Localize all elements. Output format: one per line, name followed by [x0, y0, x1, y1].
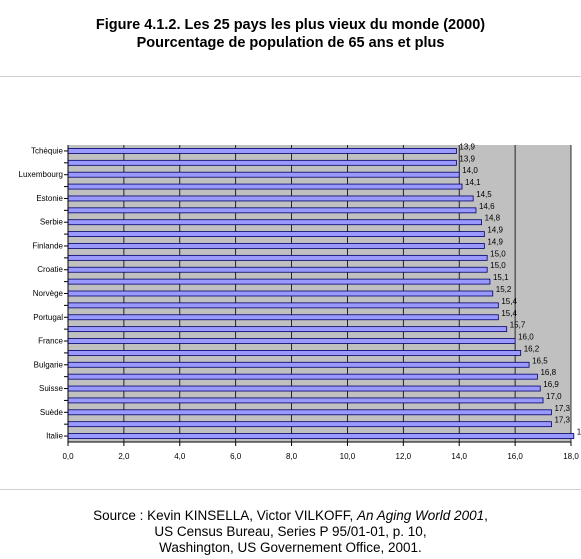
bar [67, 159, 457, 166]
title-line-1: Figure 4.1.2. Les 25 pays les plus vieux… [95, 17, 486, 33]
bar [67, 373, 538, 380]
bar [67, 397, 544, 404]
bar [67, 231, 485, 237]
data-label: 16,9 [543, 380, 559, 389]
bar [67, 195, 474, 202]
y-tick-label: Tchèquie [31, 146, 64, 155]
divider-top [0, 76, 581, 77]
source-comma: , [484, 508, 488, 523]
data-label: 13,9 [459, 142, 475, 151]
data-label: 15,2 [496, 285, 512, 294]
source-line-3: Washington, US Governement Office, 2001. [159, 540, 422, 555]
x-tick-label: 10,0 [340, 452, 356, 461]
bar [67, 338, 516, 344]
bar [67, 314, 499, 321]
x-tick-label: 14,0 [451, 452, 467, 461]
data-label: 14,1 [465, 178, 481, 187]
data-label: 14,5 [476, 190, 492, 199]
data-label: 14,9 [487, 237, 503, 246]
data-label: 14,0 [462, 166, 478, 175]
source-line-2: US Census Bureau, Series P 95/01-01, p. … [154, 524, 427, 539]
y-tick-label: Portugal [33, 313, 63, 322]
y-tick-label: Finlande [32, 241, 63, 250]
data-label: 15,4 [501, 309, 517, 318]
x-tick-label: 8,0 [286, 452, 298, 461]
figure-title: Figure 4.1.2. Les 25 pays les plus vieux… [0, 16, 581, 52]
y-tick-label: Estonie [36, 194, 63, 203]
bar [67, 421, 552, 428]
data-label: 17,3 [554, 404, 570, 413]
data-label: 15,1 [493, 273, 509, 282]
y-tick-label: Suisse [39, 384, 64, 393]
bar [67, 409, 552, 416]
source-line-1: Source : Kevin KINSELLA, Victor VILKOFF,… [0, 508, 581, 524]
data-label: 13,9 [459, 154, 475, 163]
y-tick-label: Bulgarie [34, 360, 64, 369]
bar [67, 385, 541, 392]
data-label: 15,7 [510, 321, 526, 330]
data-label: 18,1 [577, 428, 581, 437]
bar [67, 148, 457, 154]
x-tick-label: 6,0 [230, 452, 242, 461]
bar-chart: 0,0 2,0 4,0 6,0 8,0 10,0 12,0 14,0 16,0 18,0 13,9 T… [19, 142, 581, 461]
bar [67, 326, 508, 333]
data-label: 17,3 [554, 416, 570, 425]
data-label: 15,0 [490, 249, 506, 258]
bar [67, 349, 522, 356]
bar [67, 290, 494, 297]
bar [67, 302, 499, 309]
data-label: 15,4 [501, 297, 517, 306]
bar [67, 171, 460, 178]
data-label: 16,8 [540, 368, 556, 377]
source-book-title: An Aging World 2001 [357, 508, 485, 523]
y-tick-label: Croatie [37, 265, 63, 274]
y-tick-label: Luxembourg [19, 170, 63, 179]
bar [67, 219, 482, 226]
y-tick-label: Suède [40, 408, 64, 417]
data-label: 17,0 [546, 392, 562, 401]
y-tick-label: Norvège [33, 289, 64, 298]
x-tick-label: 16,0 [507, 452, 523, 461]
bar [67, 243, 485, 249]
data-label: 16,2 [524, 344, 540, 353]
y-tick-label: France [38, 337, 63, 346]
divider-bottom [0, 489, 581, 490]
bar [67, 183, 463, 190]
x-tick-label: 4,0 [174, 452, 186, 461]
y-tick-label: Serbie [40, 218, 64, 227]
data-label: 16,5 [532, 356, 548, 365]
title-line-2: Pourcentage de population de 65 ans et p… [136, 35, 445, 51]
bar [67, 266, 488, 273]
data-label: 14,8 [485, 214, 501, 223]
bar [67, 207, 477, 214]
bar [67, 433, 575, 439]
bar [67, 254, 488, 261]
data-label: 14,9 [487, 226, 503, 235]
data-label: 14,6 [479, 202, 495, 211]
x-tick-label: 12,0 [396, 452, 412, 461]
bar [67, 278, 491, 285]
x-tick-label: 0,0 [62, 452, 74, 461]
x-tick-label: 18,0 [563, 452, 579, 461]
bar [67, 361, 530, 368]
source-citation: Source : Kevin KINSELLA, Victor VILKOFF,… [0, 508, 581, 556]
data-label: 16,0 [518, 333, 534, 342]
data-label: 15,0 [490, 261, 506, 270]
source-authors: Source : Kevin KINSELLA, Victor VILKOFF, [93, 508, 358, 523]
y-tick-label: Italie [46, 432, 63, 441]
x-tick-label: 2,0 [118, 452, 130, 461]
